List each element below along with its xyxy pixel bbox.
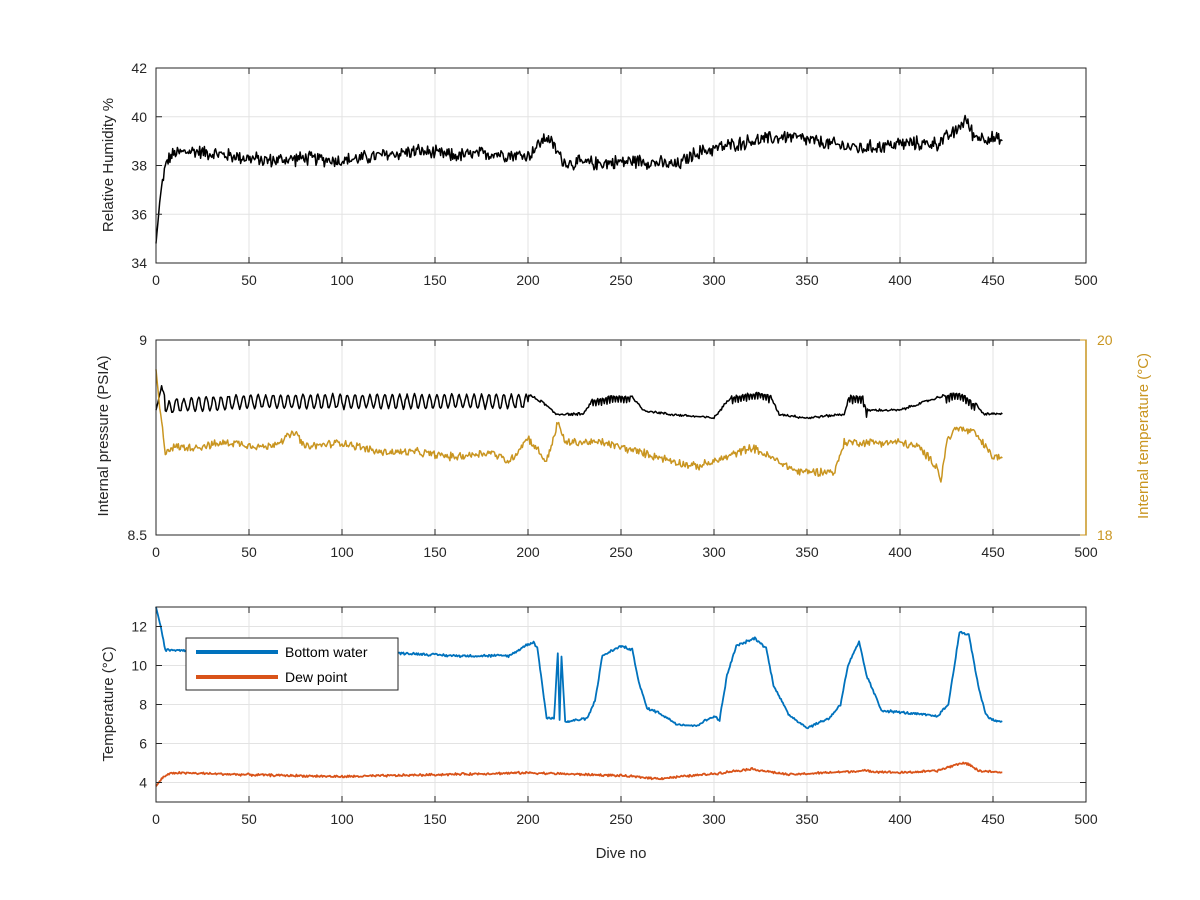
y-right-tick-label: 20 xyxy=(1097,332,1113,348)
pressure-temperature-panel: 0 50 100 150 200 250 300 350 400 450 500 8.5 9 18 20 I… xyxy=(95,332,1152,560)
pressure-ylabel: Internal pressure (PSIA) xyxy=(95,356,112,517)
x-tick-label: 250 xyxy=(609,544,633,560)
x-axis-label: Dive no xyxy=(596,845,647,862)
x-tick-label: 50 xyxy=(241,811,257,827)
temperature-series xyxy=(155,606,1003,787)
x-tick-label: 300 xyxy=(702,544,726,560)
y-tick-label: 12 xyxy=(131,619,147,635)
x-tick-label: 50 xyxy=(241,544,257,560)
x-tick-label: 150 xyxy=(423,272,447,288)
x-tick-label: 300 xyxy=(702,811,726,827)
legend-label-dew-point: Dew point xyxy=(285,669,347,685)
x-tick-label: 100 xyxy=(330,811,354,827)
x-tick-label: 400 xyxy=(888,544,912,560)
y-tick-label: 42 xyxy=(131,60,147,76)
humidity-0-line xyxy=(155,114,1003,244)
temperature-ticks: 0 50 100 150 200 250 300 350 400 450 500 4 6 8 10 12 xyxy=(131,607,1098,827)
x-tick-label: 50 xyxy=(241,272,257,288)
pressure-temperature-1-line xyxy=(155,369,1003,483)
pressure-ticks: 0 50 100 150 200 250 300 350 400 450 500 8.5 9 18 20 xyxy=(128,332,1113,560)
y-right-tick-label: 18 xyxy=(1097,527,1113,543)
x-tick-label: 500 xyxy=(1074,811,1098,827)
y-tick-label: 38 xyxy=(131,158,147,174)
pressure-temperature-0-line xyxy=(155,384,1003,420)
legend-box xyxy=(185,637,399,691)
y-tick-label: 6 xyxy=(139,736,147,752)
x-tick-label: 100 xyxy=(330,544,354,560)
legend-label-bottom-water: Bottom water xyxy=(285,644,368,660)
x-tick-label: 0 xyxy=(152,544,160,560)
x-tick-label: 350 xyxy=(795,544,819,560)
x-tick-label: 500 xyxy=(1074,544,1098,560)
internal-temperature-ylabel: Internal temperature (°C) xyxy=(1135,353,1152,519)
y-tick-label: 8.5 xyxy=(128,527,148,543)
y-tick-label: 34 xyxy=(131,255,147,271)
temperature-panel: 0 50 100 150 200 250 300 350 400 450 500 4 6 8 10 12 Te… xyxy=(100,606,1098,862)
legend: Bottom water Dew point xyxy=(185,637,399,691)
temperature-grid xyxy=(155,607,1087,802)
y-tick-label: 9 xyxy=(139,332,147,348)
y-tick-label: 8 xyxy=(139,697,147,713)
humidity-panel: 0 50 100 150 200 250 300 350 400 450 500 34 36 38 40 42… xyxy=(100,60,1098,288)
x-tick-label: 500 xyxy=(1074,272,1098,288)
x-tick-label: 250 xyxy=(609,272,633,288)
x-tick-label: 150 xyxy=(423,811,447,827)
y-tick-label: 36 xyxy=(131,206,147,222)
x-tick-label: 150 xyxy=(423,544,447,560)
humidity-ylabel: Relative Humidity % xyxy=(100,98,117,232)
x-tick-label: 400 xyxy=(888,811,912,827)
x-tick-label: 200 xyxy=(516,811,540,827)
x-tick-label: 350 xyxy=(795,811,819,827)
y-tick-label: 10 xyxy=(131,658,147,674)
x-tick-label: 450 xyxy=(981,811,1005,827)
x-tick-label: 300 xyxy=(702,272,726,288)
x-tick-label: 100 xyxy=(330,272,354,288)
x-tick-label: 0 xyxy=(152,272,160,288)
x-tick-label: 400 xyxy=(888,272,912,288)
temperature-ylabel: Temperature (°C) xyxy=(100,646,117,761)
dew-point-line xyxy=(155,761,1003,787)
x-tick-label: 350 xyxy=(795,272,819,288)
x-tick-label: 450 xyxy=(981,272,1005,288)
x-tick-label: 450 xyxy=(981,544,1005,560)
humidity-ticks: 0 50 100 150 200 250 300 350 400 450 500 34 36 38 40 42 xyxy=(131,60,1097,288)
x-tick-label: 200 xyxy=(516,272,540,288)
x-tick-label: 200 xyxy=(516,544,540,560)
x-tick-label: 250 xyxy=(609,811,633,827)
y-tick-label: 40 xyxy=(131,109,147,125)
pressure-grid xyxy=(155,339,1087,536)
humidity-series xyxy=(155,114,1003,244)
pressure-temperature-series xyxy=(155,369,1003,483)
x-tick-label: 0 xyxy=(152,811,160,827)
y-tick-label: 4 xyxy=(139,775,147,791)
